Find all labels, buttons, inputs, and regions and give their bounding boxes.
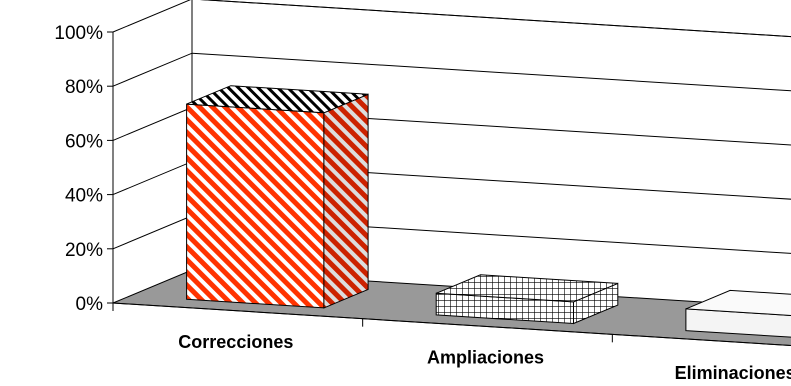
bar-top-face bbox=[685, 289, 791, 316]
bar-side-face bbox=[323, 93, 369, 309]
gridline bbox=[112, 52, 791, 92]
y-tick-label: 60% bbox=[65, 131, 103, 152]
y-tick-label: 40% bbox=[65, 186, 103, 207]
gridline bbox=[112, 0, 791, 38]
wall-top-edge bbox=[199, 0, 791, 38]
y-tick-label: 80% bbox=[65, 77, 103, 98]
bar-top-face bbox=[186, 85, 369, 114]
y-axis: 0% 20% 40% 60% 80% 100% bbox=[54, 23, 114, 315]
bar-top-face bbox=[436, 274, 618, 303]
category-label-eliminaciones: Eliminaciones bbox=[675, 363, 791, 383]
bar-front-face bbox=[685, 308, 791, 338]
bars bbox=[186, 85, 791, 338]
bar-eliminaciones bbox=[685, 289, 791, 338]
x-axis-line bbox=[112, 302, 791, 347]
category-labels: Correcciones Ampliaciones Eliminaciones bbox=[178, 332, 791, 383]
bar-ampliaciones bbox=[435, 274, 619, 325]
y-tick-label: 0% bbox=[76, 294, 104, 315]
y-tick-label: 100% bbox=[54, 23, 103, 44]
category-label-correcciones: Correcciones bbox=[178, 332, 293, 352]
bar-correcciones bbox=[186, 85, 369, 309]
category-label-ampliaciones: Ampliaciones bbox=[427, 348, 544, 368]
bar-front-face bbox=[186, 103, 325, 309]
x-axis bbox=[112, 302, 791, 347]
y-tick-label: 20% bbox=[65, 240, 103, 261]
